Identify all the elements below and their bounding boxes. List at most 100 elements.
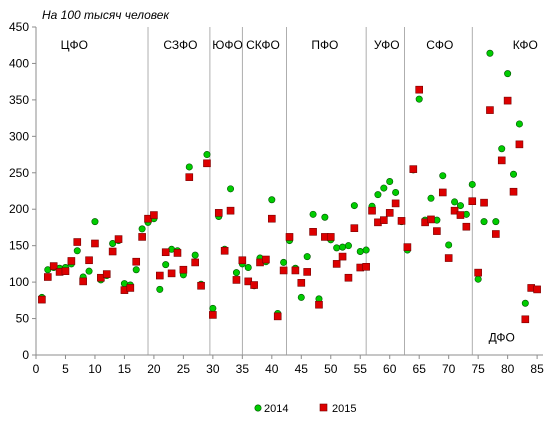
point-2015 — [49, 262, 58, 270]
point-2015 — [521, 315, 530, 324]
y-tick-label: 300 — [9, 129, 29, 143]
point-2015 — [191, 258, 199, 267]
point-2015 — [156, 271, 164, 280]
x-tick-label: 20 — [147, 362, 161, 376]
point-2015 — [385, 209, 394, 217]
point-2014 — [392, 188, 400, 196]
x-tick-label: 25 — [177, 362, 191, 376]
point-2015 — [43, 273, 52, 281]
point-2015 — [220, 246, 229, 255]
point-2015 — [203, 159, 211, 168]
y-tick-label: 0 — [22, 348, 29, 362]
point-2015 — [468, 197, 477, 206]
region-label: ПФО — [311, 38, 338, 52]
point-2015 — [344, 273, 353, 282]
point-2015 — [480, 198, 488, 207]
legend-marker-2014 — [254, 404, 262, 412]
y-tick-label: 350 — [9, 93, 29, 107]
x-tick-label: 5 — [62, 362, 69, 376]
point-2015 — [285, 233, 294, 241]
x-tick-label: 40 — [265, 362, 279, 376]
point-2015 — [444, 254, 453, 262]
x-tick-label: 75 — [471, 362, 485, 376]
point-2014 — [486, 49, 494, 57]
point-2015 — [315, 300, 323, 309]
point-2014 — [138, 225, 146, 233]
point-2014 — [209, 304, 217, 312]
point-2015 — [185, 173, 194, 181]
point-2015 — [132, 257, 141, 266]
point-2014 — [339, 243, 347, 251]
point-2014 — [350, 202, 358, 210]
series-2014 — [38, 49, 529, 317]
point-2014 — [356, 247, 364, 255]
point-2014 — [109, 239, 117, 247]
x-axis: 0 5 10 15 20 25 30 35 40 45 50 55 60 65 70 75 80 85 — [33, 355, 544, 376]
point-2014 — [427, 194, 435, 202]
point-2015 — [268, 214, 276, 223]
region-label: СЗФО — [163, 38, 197, 52]
point-2015 — [409, 165, 418, 173]
x-tick-label: 60 — [383, 362, 397, 376]
point-2014 — [515, 120, 523, 128]
x-tick-label: 70 — [442, 362, 456, 376]
point-2015 — [462, 222, 471, 231]
x-tick-label: 55 — [354, 362, 368, 376]
region-label: ЮФО — [212, 38, 243, 52]
point-2015 — [279, 266, 288, 275]
point-2015 — [427, 215, 435, 224]
point-2014 — [492, 218, 500, 226]
x-tick-label: 30 — [206, 362, 220, 376]
series-2015 — [38, 85, 541, 324]
point-2014 — [480, 218, 488, 226]
point-2014 — [451, 198, 459, 206]
point-2015 — [380, 216, 388, 224]
point-2015 — [73, 238, 82, 246]
point-2015 — [197, 281, 205, 290]
x-tick-label: 15 — [118, 362, 132, 376]
region-labels: ЦФО СЗФО ЮФО СКФО ПФО УФО СФО КФО ДФО — [61, 38, 538, 344]
point-2015 — [108, 247, 117, 256]
y-tick-label: 450 — [9, 20, 29, 34]
y-tick-label: 150 — [9, 239, 29, 253]
legend: 2014 2015 — [254, 403, 356, 415]
point-2014 — [191, 251, 199, 259]
point-2015 — [326, 233, 335, 241]
point-2015 — [533, 285, 541, 294]
point-2014 — [156, 285, 164, 293]
point-2015 — [161, 248, 170, 257]
point-2015 — [391, 199, 400, 208]
region-label: ЦФО — [61, 38, 88, 52]
point-2015 — [226, 206, 235, 215]
point-2015 — [214, 209, 223, 217]
point-2014 — [386, 178, 394, 186]
point-2014 — [309, 210, 317, 218]
point-2015 — [67, 257, 76, 265]
legend-label-2014: 2014 — [264, 403, 288, 415]
point-2014 — [380, 184, 388, 192]
point-2015 — [350, 224, 359, 232]
point-2014 — [504, 70, 512, 78]
point-2015 — [403, 243, 412, 251]
point-2014 — [244, 264, 252, 272]
point-2014 — [297, 293, 305, 301]
point-2015 — [415, 85, 423, 94]
y-tick-label: 400 — [9, 56, 29, 70]
point-2014 — [445, 241, 453, 249]
point-2015 — [238, 256, 247, 265]
y-tick-label: 200 — [9, 202, 29, 216]
point-2014 — [268, 196, 276, 204]
point-2014 — [85, 267, 93, 275]
point-2015 — [433, 227, 441, 235]
x-tick-label: 80 — [501, 362, 515, 376]
point-2014 — [474, 275, 482, 283]
point-2014 — [344, 242, 352, 250]
point-2015 — [209, 311, 217, 319]
point-2015 — [167, 269, 176, 278]
point-2015 — [338, 252, 347, 261]
point-2015 — [179, 265, 188, 274]
y-tick-label: 50 — [16, 312, 30, 326]
point-2015 — [150, 211, 158, 219]
point-2015 — [85, 256, 93, 265]
